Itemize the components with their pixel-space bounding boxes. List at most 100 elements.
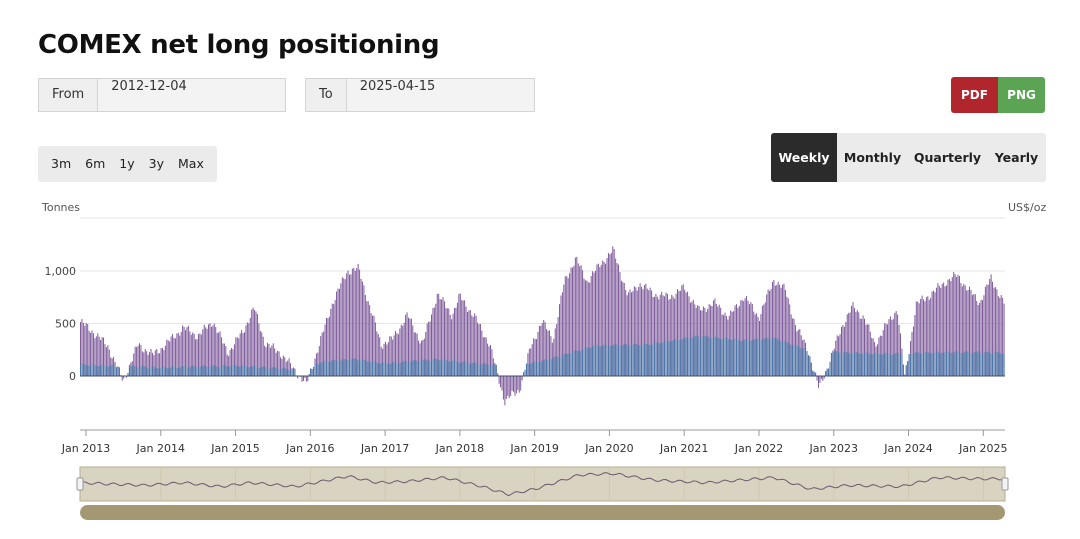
period-monthly-button[interactable]: Monthly [843,150,902,165]
to-date-input[interactable]: 2025-04-15 [346,79,534,111]
bar-total [786,296,788,376]
period-yearly-button[interactable]: Yearly [994,150,1039,165]
bar-base [751,340,753,376]
bar-base [466,362,468,376]
bar-total [464,300,466,376]
bar-base [156,368,158,376]
bar-base [216,366,218,376]
bar-base [357,360,359,376]
bar-total [341,277,343,376]
range-max-button[interactable]: Max [178,156,204,171]
bar-base [632,344,634,376]
bar-total [186,327,188,376]
bar-base [937,351,939,376]
bar-base [665,340,667,376]
bar-total [632,291,634,376]
bar-total [462,300,464,376]
bar-total [82,322,84,376]
bar-total [479,323,481,376]
bar-base [783,341,785,376]
period-weekly-button[interactable]: Weekly [771,133,837,182]
range-1y-button[interactable]: 1y [119,156,135,171]
bar-base [567,353,569,376]
period-quarterly-button[interactable]: Quarterly [913,150,982,165]
export-pdf-button[interactable]: PDF [951,77,998,113]
to-date-field[interactable]: To 2025-04-15 [305,78,535,112]
bar-base [579,351,581,376]
bar-base [489,365,491,376]
bar-total [285,361,287,376]
bar-total [163,350,165,376]
bar-total [418,340,420,376]
navigator-handle-left[interactable] [76,477,84,491]
bar-total [687,291,689,376]
bar-base [84,364,86,376]
bar-base [721,338,723,376]
x-tick-label: Jan 2017 [360,442,409,455]
bar-base [797,346,799,376]
bar-total [85,323,87,376]
bar-base [792,345,794,376]
bar-base [730,340,732,376]
bar-base [264,366,266,376]
bar-base [560,356,562,376]
bar-base [615,344,617,376]
bar-base [666,340,668,376]
bar-total [468,310,470,376]
bar-base [853,352,855,376]
positioning-chart[interactable]: 0 500 1,000 Jan 2013 Jan 2014 Jan 2015 Jan 201… [0,190,1080,530]
bar-total [429,321,431,376]
bar-total [669,298,671,376]
bar-base [935,351,937,376]
bar-base [784,341,786,376]
bar-base [897,352,899,376]
range-6m-button[interactable]: 6m [85,156,106,171]
bar-total [259,330,261,376]
bar-base [969,352,971,376]
bar-base [845,351,847,376]
bar-total [185,330,187,376]
navigator-handle-right[interactable] [1001,477,1009,491]
bar-base [888,353,890,376]
bar-total [192,332,194,376]
bar-base [366,360,368,376]
range-3y-button[interactable]: 3y [148,156,164,171]
bar-base [195,366,197,376]
from-date-field[interactable]: From 2012-12-04 [38,78,286,112]
bar-base [291,369,293,376]
bar-base [117,366,119,376]
range-3m-button[interactable]: 3m [51,156,72,171]
bar-base [177,368,179,376]
bar-base [170,367,172,376]
bar-base [759,339,761,376]
bar-base [360,360,362,376]
bar-total [157,353,159,376]
from-date-input[interactable]: 2012-12-04 [98,79,285,111]
export-png-button[interactable]: PNG [998,77,1045,113]
bar-total [426,323,428,376]
bar-base [885,352,887,376]
bar-total [983,295,985,376]
bar-base [338,361,340,376]
bar-total [658,299,660,376]
bar-base [887,352,889,376]
bar-base [607,345,609,376]
bar-total [842,325,844,376]
bar-total [351,268,353,376]
bar-base [292,368,294,376]
bar-base [544,359,546,376]
x-tick-label: Jan 2016 [285,442,334,455]
bar-base [602,345,604,376]
bar-base [161,366,163,376]
bar-total [856,310,858,376]
bar-total [395,330,397,376]
bar-base [428,360,430,376]
bar-total [133,353,135,376]
bar-base [674,339,676,376]
bar-base [976,351,978,376]
bar-total [415,332,417,376]
bar-base [465,361,467,376]
bar-total [228,356,230,376]
scrollbar-thumb[interactable] [80,505,1005,520]
bar-total [930,297,932,376]
